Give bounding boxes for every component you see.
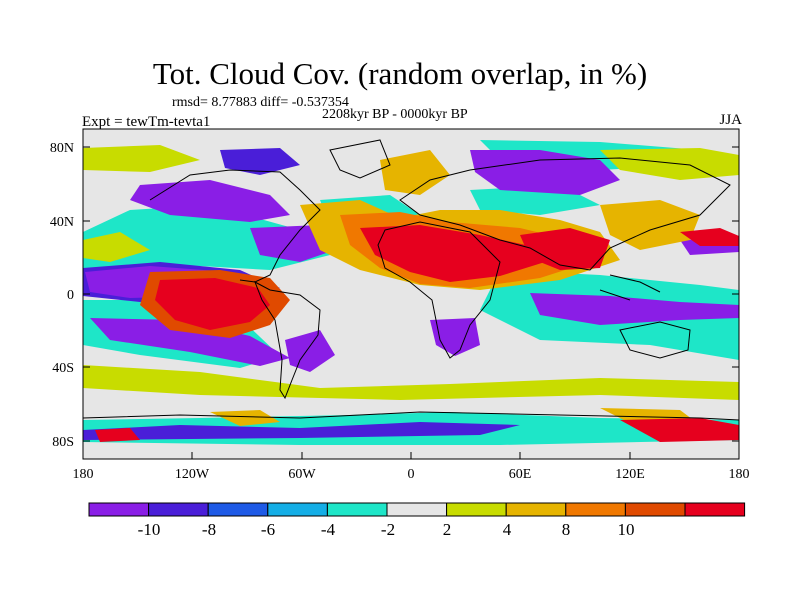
colorbar-swatch: [207, 502, 269, 517]
colorbar-label: -4: [320, 520, 336, 539]
greenland-coast: [329, 139, 391, 179]
anomaly-patch: [220, 148, 300, 175]
colorbar-label: -8: [201, 520, 217, 539]
colorbar-swatch: [326, 502, 388, 517]
plot-title: Tot. Cloud Cov. (random overlap, in %): [152, 56, 648, 91]
y-tick-label: 80N: [49, 141, 74, 156]
colorbar-label: -10: [137, 520, 161, 539]
maritime-continent-coast: [599, 274, 661, 301]
x-tick-label: 60W: [288, 467, 316, 482]
x-tick-label: 120E: [615, 467, 645, 482]
south-america-coast: [254, 280, 321, 400]
colorbar-label: 4: [502, 520, 512, 539]
colorbar-swatch: [565, 502, 626, 517]
x-tick-label: 180: [72, 467, 94, 482]
y-tick-label: 40N: [49, 215, 74, 230]
anomaly-patch: [520, 228, 610, 270]
x-tick-label: 60E: [508, 467, 532, 482]
x-tick-label: 180: [728, 467, 750, 482]
colorbar-swatch: [446, 502, 507, 517]
colorbar-swatch: [684, 502, 746, 517]
anomaly-patch: [600, 200, 700, 250]
antarctica-coast: [83, 411, 739, 421]
anomaly-patch: [680, 228, 739, 246]
anomaly-patch: [210, 410, 280, 426]
y-tick-label: 40S: [52, 361, 74, 376]
colorbar-label: 8: [561, 520, 571, 539]
season-label: JJA: [719, 112, 742, 128]
australia-coast: [619, 321, 691, 359]
axis-ticks: [82, 146, 740, 459]
colorbar-swatch: [386, 502, 448, 517]
anomaly-patch: [83, 232, 150, 262]
north-america-coast: [149, 169, 321, 283]
anomaly-patch: [470, 150, 620, 195]
anomaly-patch: [530, 293, 739, 325]
x-tick-label: 0: [407, 467, 415, 482]
colorbar-label: 2: [442, 520, 452, 539]
colorbar: [88, 502, 746, 517]
anomaly-patch: [90, 318, 290, 366]
period-label: 2208kyr BP - 0000kyr BP: [322, 107, 468, 122]
anomaly-patch: [430, 318, 480, 356]
stats-line: rmsd= 8.77883 diff= -0.537354: [172, 95, 349, 110]
cloud-anomaly-field: [83, 129, 739, 459]
y-tick-label: 0: [67, 288, 74, 303]
colorbar-swatch: [505, 502, 567, 517]
y-tick-label: 80S: [52, 435, 74, 450]
colorbar-label: -6: [260, 520, 276, 539]
anomaly-patch: [380, 150, 450, 195]
anomaly-patch: [83, 365, 739, 400]
coastlines: [83, 139, 739, 421]
colorbar-label: 10: [617, 520, 635, 539]
anomaly-patch: [83, 145, 200, 172]
anomaly-patch: [155, 278, 270, 330]
colorbar-label: -2: [380, 520, 396, 539]
anomaly-patch: [130, 180, 290, 222]
anomaly-patch: [620, 418, 739, 442]
africa-coast: [377, 221, 501, 359]
anomaly-patch: [83, 422, 520, 440]
anomaly-patch: [285, 330, 335, 372]
colorbar-swatch: [148, 502, 209, 517]
anomaly-patch: [95, 428, 140, 442]
colorbar-swatch: [88, 502, 150, 517]
eurasia-coast: [399, 157, 731, 271]
colorbar-swatch: [267, 502, 328, 517]
x-tick-label: 120W: [174, 467, 210, 482]
colorbar-swatch: [624, 502, 686, 517]
experiment-label: Expt = tewTm-tevta1: [82, 114, 211, 130]
